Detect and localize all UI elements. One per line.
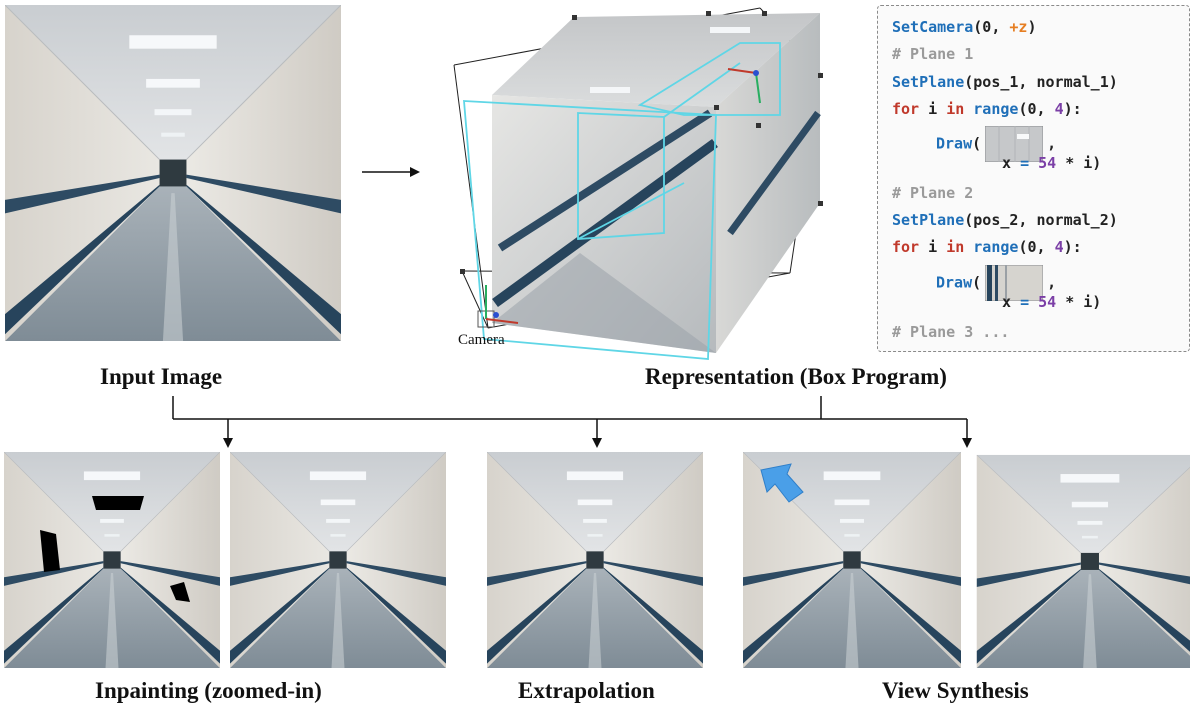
code-fn: Draw bbox=[936, 134, 973, 153]
box-program-code: SetCamera(0, +z) # Plane 1 SetPlane(pos_… bbox=[877, 5, 1190, 352]
code-fn: range bbox=[964, 238, 1019, 256]
mask-region bbox=[170, 582, 190, 602]
mask-region bbox=[40, 530, 60, 572]
code-text: (pos_1, normal_1) bbox=[964, 73, 1118, 91]
caption-inpainting: Inpainting (zoomed-in) bbox=[95, 678, 322, 703]
texture-thumbnail-ceiling bbox=[985, 126, 1044, 162]
arrow-down-icon bbox=[592, 438, 602, 448]
code-text: (0, bbox=[1018, 238, 1055, 256]
code-number: 54 bbox=[1029, 293, 1057, 311]
code-keyword: for bbox=[892, 100, 920, 118]
inpainting-result-image bbox=[230, 452, 446, 668]
code-comment-plane-2: # Plane 2 bbox=[892, 184, 974, 202]
code-comment-plane-3: # Plane 3 ... bbox=[892, 323, 1010, 341]
connector-lines bbox=[172, 396, 972, 448]
code-text: (pos_2, normal_2) bbox=[964, 211, 1118, 229]
code-number: 4 bbox=[1054, 100, 1064, 118]
caption-representation: Representation (Box Program) bbox=[645, 364, 947, 389]
extrapolation-image bbox=[487, 452, 703, 668]
code-text: * i) bbox=[1056, 154, 1102, 172]
code-text: x bbox=[1002, 154, 1021, 172]
code-fn: Draw bbox=[936, 273, 973, 292]
code-text: (0, bbox=[1018, 100, 1055, 118]
view-synthesis-result-image bbox=[971, 450, 1190, 668]
code-text: x bbox=[1002, 293, 1021, 311]
code-fn: range bbox=[964, 100, 1019, 118]
code-text: , bbox=[1047, 273, 1057, 292]
code-comment-plane-1: # Plane 1 bbox=[892, 45, 974, 63]
code-text: ) bbox=[1027, 18, 1037, 36]
code-operator: = bbox=[1020, 293, 1030, 311]
caption-view-synthesis: View Synthesis bbox=[882, 678, 1029, 703]
code-text: ): bbox=[1063, 100, 1082, 118]
code-number: 54 bbox=[1029, 154, 1057, 172]
code-text: * i) bbox=[1056, 293, 1102, 311]
camera-move-arrow-icon bbox=[760, 463, 804, 503]
box-program-render bbox=[453, 7, 823, 360]
code-fn: SetPlane bbox=[892, 73, 965, 91]
code-text: i bbox=[919, 100, 947, 118]
view-synthesis-input-image bbox=[743, 452, 961, 668]
code-text: (0, bbox=[973, 18, 1010, 36]
code-operator: = bbox=[1020, 154, 1030, 172]
code-text: , bbox=[1047, 134, 1057, 153]
arrow-down-icon bbox=[223, 438, 233, 448]
code-keyword: in bbox=[946, 238, 965, 256]
texture-thumbnail-wall bbox=[985, 265, 1044, 301]
code-operator: +z bbox=[1009, 18, 1028, 36]
camera-label: Camera bbox=[458, 332, 505, 348]
code-keyword: in bbox=[946, 100, 965, 118]
caption-input-image: Input Image bbox=[100, 364, 223, 389]
code-fn: SetCamera bbox=[892, 18, 974, 36]
arrow-right-icon bbox=[362, 167, 420, 177]
code-text: i bbox=[919, 238, 947, 256]
code-number: 4 bbox=[1054, 238, 1064, 256]
caption-extrapolation: Extrapolation bbox=[518, 678, 655, 703]
mask-region bbox=[92, 496, 144, 510]
code-keyword: for bbox=[892, 238, 920, 256]
code-text: ): bbox=[1063, 238, 1082, 256]
code-text: ( bbox=[972, 134, 982, 153]
code-fn: SetPlane bbox=[892, 211, 965, 229]
inpainting-masked-image bbox=[4, 452, 220, 668]
code-text: ( bbox=[972, 273, 982, 292]
camera-gizmo-icon bbox=[477, 285, 519, 328]
arrow-down-icon bbox=[962, 438, 972, 448]
